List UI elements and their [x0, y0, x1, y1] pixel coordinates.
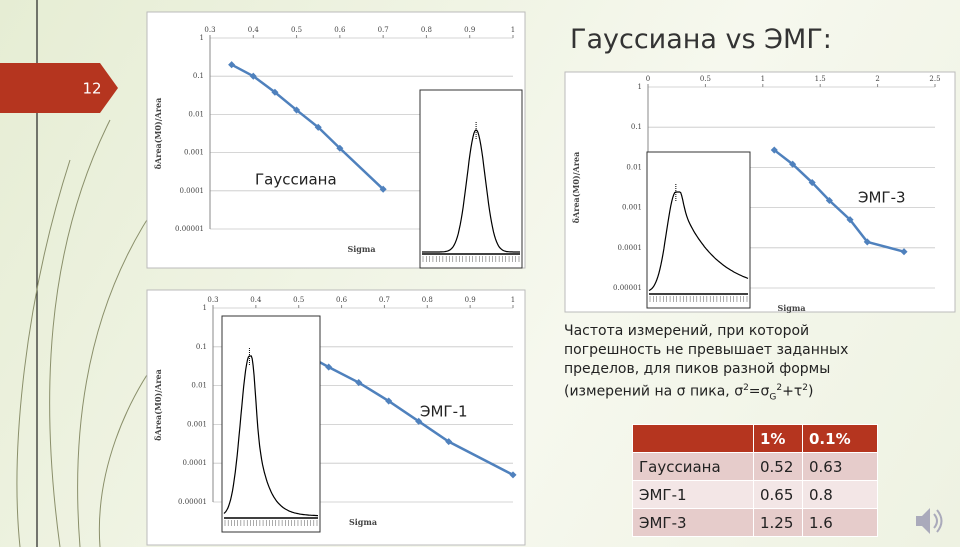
- table-corner: [633, 425, 754, 453]
- y-tick-label: 0.1: [196, 343, 207, 351]
- table-cell: 1.6: [803, 509, 878, 537]
- table-cell: 0.52: [754, 453, 803, 481]
- y-tick-label: 0.00001: [613, 284, 642, 292]
- y-tick-label: 0.1: [193, 72, 204, 80]
- x-axis-title: Sigma: [349, 517, 377, 527]
- slide: 12 10.10.010.0010.00010.000010.30.40.50.…: [0, 0, 960, 547]
- y-tick-label: 0.00001: [175, 225, 204, 233]
- x-tick-label: 0.5: [291, 26, 302, 34]
- x-tick-label: 0.7: [379, 296, 390, 304]
- table-cell: 0.8: [803, 481, 878, 509]
- x-tick-label: 0.4: [248, 26, 260, 34]
- formula: ): [808, 384, 813, 400]
- x-tick-label: 0.9: [464, 26, 475, 34]
- x-tick-label: 0.4: [250, 296, 262, 304]
- chart: 1 0.1 0.01 0.001 0.0001 0.00001 0.3 0.4 0.5 0.6 0.…: [147, 12, 525, 268]
- page-number: 12: [82, 80, 101, 98]
- caption: Частота измерений, при которой погрешнос…: [564, 322, 909, 407]
- chart: 1 0.1 0.01 0.001 0.0001 0.00001 0 0.5 1 1.5 2 2.5 Si…: [565, 72, 955, 313]
- y-axis-title: δArea(M0)/Area: [153, 98, 163, 170]
- y-tick-label: 0.0001: [180, 187, 205, 195]
- table-cell: ЭМГ-3: [633, 509, 754, 537]
- formula: =σ: [749, 384, 770, 400]
- annotation: ЭМГ-3: [858, 189, 906, 207]
- y-tick-label: 0.01: [188, 110, 204, 118]
- formula: G: [769, 392, 776, 402]
- y-axis-title: δArea(M0)/Area: [571, 152, 581, 224]
- y-tick-label: 0.0001: [618, 244, 643, 252]
- inset-frame: [420, 90, 522, 268]
- x-tick-label: 0.5: [293, 296, 304, 304]
- table-header: 1%: [754, 425, 803, 453]
- y-tick-label: 1: [203, 304, 207, 312]
- x-tick-label: 0.3: [207, 296, 218, 304]
- inset-frame: [647, 152, 750, 308]
- table-cell: 0.65: [754, 481, 803, 509]
- x-axis-title: Sigma: [777, 303, 805, 313]
- formula: +τ: [782, 384, 802, 400]
- x-tick-label: 0.8: [422, 296, 433, 304]
- y-tick-label: 0.01: [626, 163, 642, 171]
- x-tick-label: 0.6: [334, 26, 346, 34]
- x-tick-label: 1: [761, 75, 765, 83]
- table-cell: ЭМГ-1: [633, 481, 754, 509]
- y-tick-label: 0.001: [622, 204, 642, 212]
- x-tick-label: 0.5: [700, 75, 711, 83]
- inset-frame: [222, 316, 320, 532]
- annotation: Гауссиана: [255, 171, 337, 189]
- x-tick-label: 0: [646, 75, 650, 83]
- annotation: ЭМГ-1: [420, 403, 468, 421]
- x-tick-label: 0.7: [378, 26, 389, 34]
- y-tick-label: 0.01: [191, 382, 207, 390]
- table-header: 0.1%: [803, 425, 878, 453]
- x-tick-label: 0.6: [336, 296, 348, 304]
- y-tick-label: 0.001: [184, 149, 204, 157]
- y-tick-label: 1: [638, 83, 642, 91]
- sound-icon: [916, 508, 942, 534]
- x-tick-label: 1: [511, 26, 515, 34]
- x-tick-label: 1.5: [815, 75, 826, 83]
- y-tick-label: 1: [200, 34, 204, 42]
- x-axis-title: Sigma: [347, 244, 375, 254]
- slide-title: Гауссиана vs ЭМГ:: [570, 24, 832, 55]
- chart-area: [147, 290, 525, 545]
- table-cell: 1.25: [754, 509, 803, 537]
- table-cell: 0.63: [803, 453, 878, 481]
- x-tick-label: 2: [875, 75, 879, 83]
- y-tick-label: 0.1: [631, 123, 642, 131]
- y-tick-label: 0.0001: [183, 459, 208, 467]
- formula: σ: [734, 384, 743, 400]
- y-tick-label: 0.001: [187, 420, 207, 428]
- x-tick-label: 1: [511, 296, 515, 304]
- table-cell: Гауссиана: [633, 453, 754, 481]
- x-tick-label: 2.5: [929, 75, 940, 83]
- y-axis-title: δArea(M0)/Area: [153, 369, 163, 441]
- x-tick-label: 0.3: [204, 26, 215, 34]
- chart: 1 0.1 0.01 0.001 0.0001 0.00001 0.3 0.4 0.5 0.6 0.…: [147, 290, 525, 545]
- x-tick-label: 0.8: [421, 26, 432, 34]
- x-tick-label: 0.9: [465, 296, 476, 304]
- y-tick-label: 0.00001: [178, 498, 207, 506]
